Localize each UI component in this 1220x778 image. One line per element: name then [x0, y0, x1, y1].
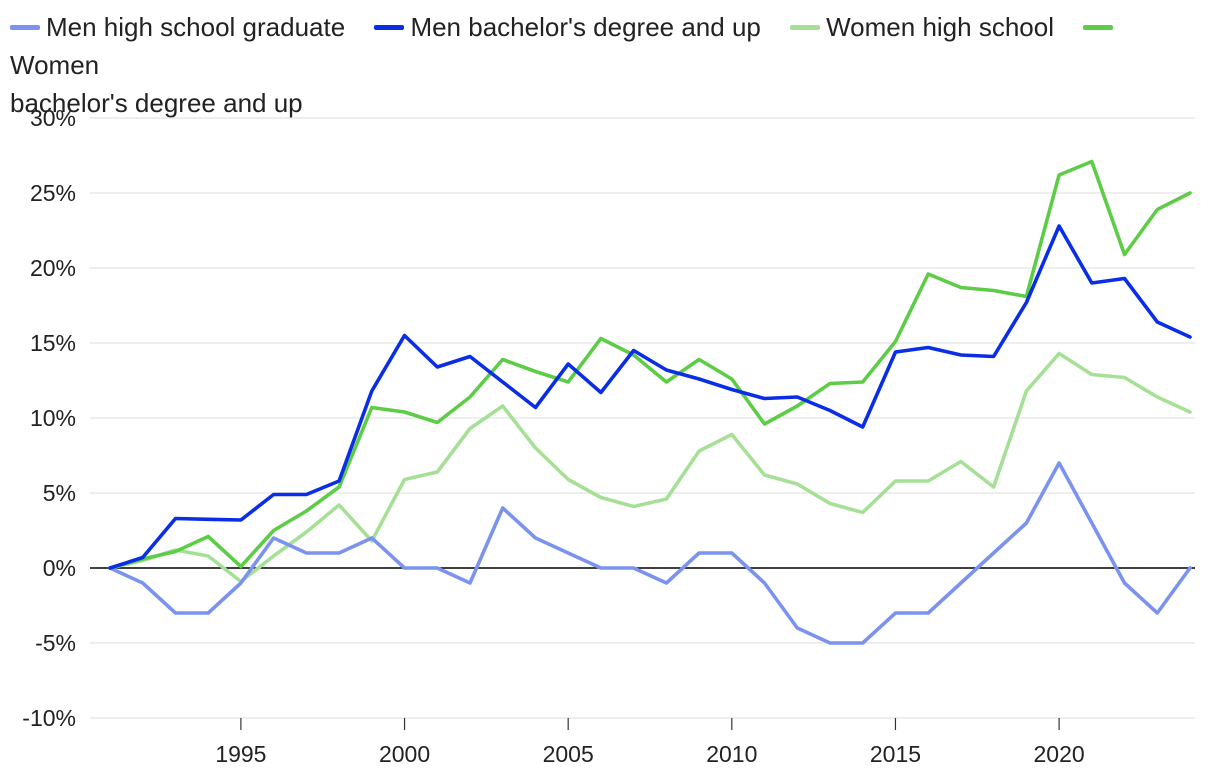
series-line-1 — [108, 224, 1192, 570]
legend-item-men-high-school: Men high school graduate — [10, 12, 345, 42]
x-tick-label: 2000 — [379, 741, 430, 767]
legend: Men high school graduate Men bachelor's … — [10, 8, 1210, 122]
series-line-0 — [108, 461, 1192, 645]
legend-swatch-men-high-school — [10, 24, 40, 30]
y-tick-label: 20% — [30, 255, 76, 281]
legend-label-women-bachelors-line2: bachelor's degree and up — [10, 88, 303, 118]
y-tick-label: 0% — [43, 555, 76, 581]
y-axis-tick-labels: -10% -5% 0% 5% 10% 15% 20% 25% 30% — [22, 105, 76, 731]
legend-swatch-men-bachelors — [374, 24, 405, 30]
x-tick-label: 2005 — [543, 741, 594, 767]
y-tick-label: 25% — [30, 180, 76, 206]
y-tick-label: 30% — [30, 105, 76, 131]
legend-label-women-bachelors-line1: Women — [10, 50, 100, 80]
x-tick-label: 2020 — [1034, 741, 1085, 767]
legend-label-men-bachelors: Men bachelor's degree and up — [410, 12, 761, 42]
y-tick-label: 15% — [30, 330, 76, 356]
legend-swatch-women-high-school — [790, 24, 821, 30]
y-tick-label: 5% — [43, 480, 76, 506]
legend-label-men-high-school: Men high school graduate — [46, 12, 346, 42]
legend-item-women-bachelors: Women — [10, 12, 1119, 80]
series-lines — [108, 159, 1192, 645]
legend-label-women-high-school: Women high school — [826, 12, 1054, 42]
gridlines — [90, 117, 1195, 719]
series-line-3 — [108, 159, 1192, 570]
x-tick-label: 1995 — [215, 741, 266, 767]
x-tick-label: 2010 — [706, 741, 757, 767]
legend-item-women-high-school: Women high school — [790, 12, 1054, 42]
legend-item-men-bachelors: Men bachelor's degree and up — [374, 12, 761, 42]
y-tick-label: -5% — [35, 630, 76, 656]
x-tick-label: 2015 — [870, 741, 921, 767]
legend-swatch-women-bachelors — [1083, 24, 1114, 30]
y-tick-label: 10% — [30, 405, 76, 431]
y-tick-label: -10% — [22, 705, 76, 731]
series-line-2 — [108, 351, 1192, 584]
x-axis-tick-labels: 1995 2000 2005 2010 2015 2020 — [215, 718, 1085, 767]
